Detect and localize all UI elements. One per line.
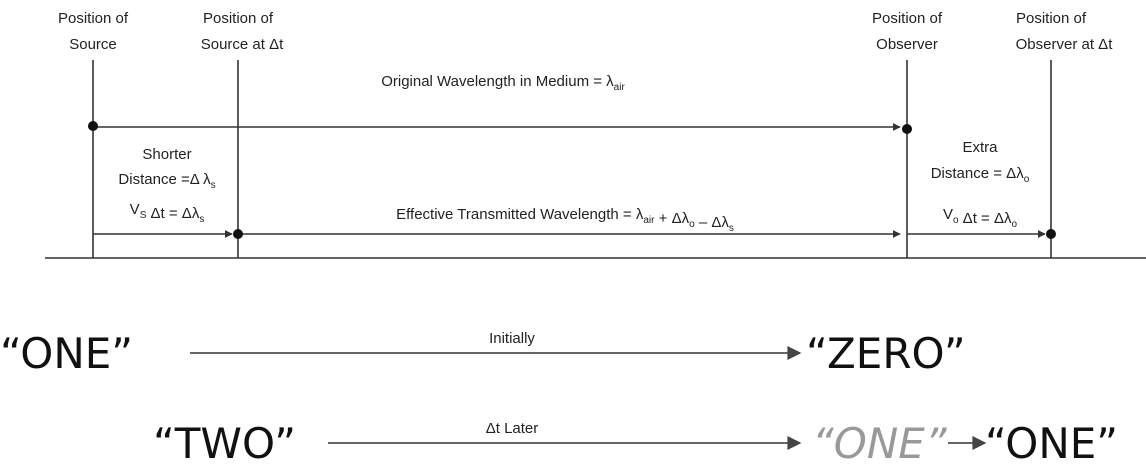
text-part: Distance =Δ λ	[118, 171, 211, 188]
label: Δt Later	[486, 420, 539, 437]
subscript: o	[1011, 219, 1017, 230]
text-part: Original Wavelength in Medium = λ	[381, 73, 614, 90]
subscript: s	[729, 223, 734, 234]
subscript: s	[199, 214, 204, 225]
dot	[233, 229, 243, 239]
text-part: + Δλ	[654, 210, 689, 227]
word-faded: “ONE”	[812, 419, 948, 468]
subscript: o	[1024, 174, 1030, 185]
word: “ZERO”	[806, 329, 966, 378]
subscript: air	[643, 215, 655, 226]
rich-label: Vo Δt = Δλo	[943, 206, 1018, 230]
rich-label: Effective Transmitted Wavelength = λair …	[396, 206, 734, 234]
text-part: Effective Transmitted Wavelength = λ	[396, 206, 644, 223]
subscript: air	[614, 82, 626, 93]
label: Position of	[1016, 10, 1087, 27]
label: Shorter	[142, 146, 191, 163]
text-part: V	[130, 201, 140, 218]
text-part: – Δλ	[695, 214, 730, 231]
text-part: Distance = Δλ	[931, 165, 1024, 182]
structure	[45, 60, 1146, 450]
dot	[1046, 229, 1056, 239]
subscript: s	[211, 180, 216, 191]
text-part: V	[943, 206, 953, 223]
label: Position of	[203, 10, 274, 27]
label: Extra	[962, 139, 998, 156]
subscript: o	[689, 219, 695, 230]
label: Source at Δt	[201, 36, 284, 53]
subscript: o	[953, 215, 959, 226]
rich-label: VS Δt = Δλs	[130, 201, 205, 225]
dot	[902, 124, 912, 134]
dot	[88, 121, 98, 131]
text-part: Δt = Δλ	[146, 205, 199, 222]
label: Source	[69, 36, 117, 53]
label: Initially	[489, 330, 535, 347]
subscript: S	[140, 210, 147, 221]
word: “ONE”	[0, 329, 133, 378]
word: “TWO”	[153, 419, 296, 468]
label: Position of	[58, 10, 129, 27]
word: “ONE”	[985, 419, 1118, 468]
rich-label: Distance =Δ λs	[118, 171, 215, 191]
rich-label: Original Wavelength in Medium = λair	[381, 73, 625, 93]
label: Observer	[876, 36, 938, 53]
rich-label: Distance = Δλo	[931, 165, 1030, 185]
text-part: Δt = Δλ	[959, 210, 1012, 227]
label: Position of	[872, 10, 943, 27]
label: Observer at Δt	[1016, 36, 1114, 53]
